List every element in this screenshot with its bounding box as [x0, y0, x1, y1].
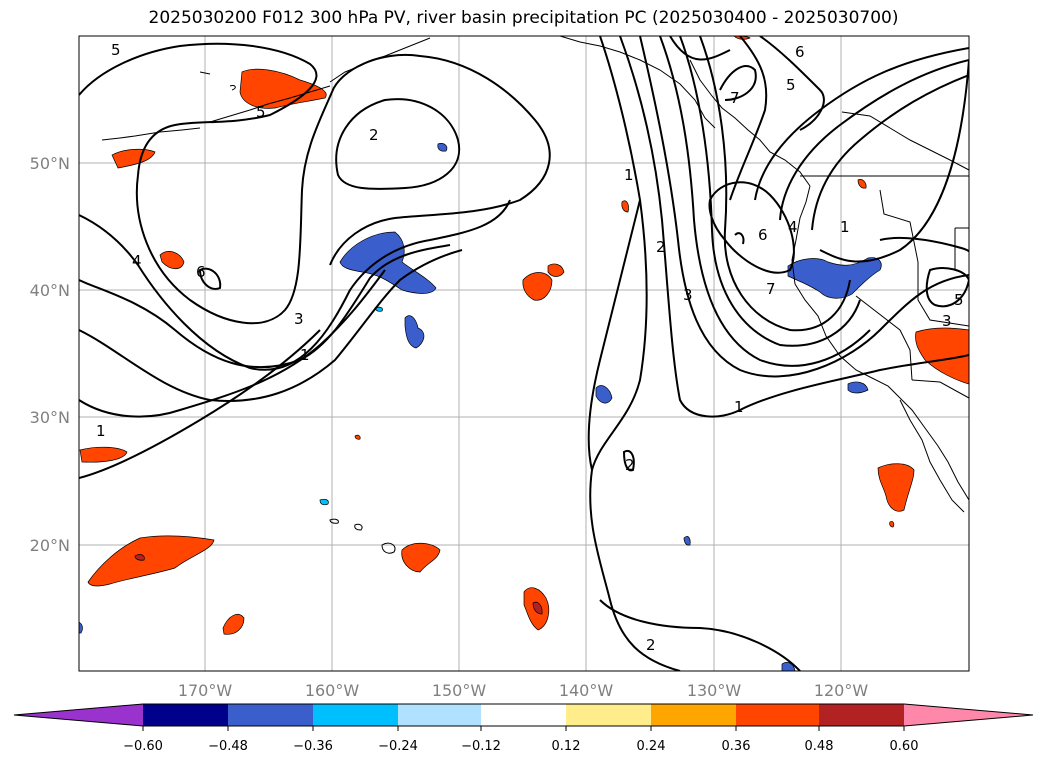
contour-label: 3	[294, 310, 304, 328]
lon-label: 120°W	[814, 681, 869, 700]
contour-label: 4	[788, 218, 798, 236]
map-frame	[78, 35, 970, 672]
coastlines	[101, 36, 969, 554]
colorbar-tick-label: −0.60	[123, 739, 163, 754]
contour-label: 5	[111, 41, 121, 59]
colorbar: −0.60 −0.48 −0.36 −0.24 −0.12 0.12 0.24 …	[13, 703, 1034, 754]
contour-label: 6	[758, 226, 768, 244]
colorbar-tick-label: 0.60	[890, 739, 919, 754]
contour-label: 6	[196, 263, 206, 281]
contour-label: 3	[942, 312, 952, 330]
lon-label: 130°W	[687, 681, 742, 700]
contour-label: 7	[766, 280, 776, 298]
lon-label: 170°W	[178, 681, 233, 700]
contour-label: 2	[646, 636, 656, 654]
contour-label: 1	[96, 422, 106, 440]
longitude-labels: 170°W 160°W 150°W 140°W 130°W 120°W	[178, 681, 869, 700]
contour-label: 2	[369, 126, 379, 144]
lat-label: 30°N	[30, 408, 70, 427]
colorbar-segment	[313, 704, 398, 726]
contour-label: 5	[256, 103, 266, 121]
colorbar-tick-label: 0.24	[637, 739, 666, 754]
colorbar-segment	[651, 704, 736, 726]
precip-positive-regions	[79, 36, 969, 635]
colorbar-tick-label: −0.12	[461, 739, 501, 754]
colorbar-tick-label: −0.24	[378, 739, 418, 754]
contour-label: 1	[300, 346, 310, 364]
colorbar-ticks	[142, 726, 905, 731]
contour-label: 2	[625, 456, 635, 474]
colorbar-segment	[143, 704, 228, 726]
colorbar-tick-label: −0.48	[208, 739, 248, 754]
lon-label: 150°W	[432, 681, 487, 700]
colorbar-tick-label: 0.12	[552, 739, 581, 754]
lat-label: 50°N	[30, 154, 70, 173]
lon-label: 140°W	[559, 681, 614, 700]
colorbar-segment	[14, 704, 143, 726]
colorbar-tick-label: 0.36	[722, 739, 751, 754]
colorbar-tick-label: −0.36	[293, 739, 333, 754]
contour-label: 2	[656, 238, 666, 256]
colorbar-segment	[736, 704, 819, 726]
contour-label: 1	[734, 398, 744, 416]
contour-label: 5	[954, 291, 964, 309]
colorbar-segment	[398, 704, 481, 726]
contour-label: 5	[786, 76, 796, 94]
colorbar-segment	[481, 704, 566, 726]
map-area	[79, 36, 969, 671]
contour-label: 4	[132, 252, 142, 270]
pv-contour-labels: 5 5 6 4 2 3 1 1 1 2 3 7 6 5 6 4 7 1 1 2 …	[96, 41, 964, 654]
lon-label: 160°W	[305, 681, 360, 700]
lat-label: 20°N	[30, 536, 70, 555]
contour-label: 7	[730, 89, 740, 107]
map-title: 2025030200 F012 300 hPa PV, river basin …	[148, 8, 899, 28]
contour-label: 3	[683, 286, 693, 304]
lat-label: 40°N	[30, 281, 70, 300]
colorbar-tick-label: 0.48	[805, 739, 834, 754]
contour-label: 1	[624, 166, 634, 184]
contour-label: 6	[795, 43, 805, 61]
contour-label: 1	[840, 218, 850, 236]
colorbar-segment	[228, 704, 313, 726]
colorbar-segment	[904, 704, 1033, 726]
colorbar-segment	[566, 704, 651, 726]
pv-contours	[79, 36, 969, 671]
latitude-labels: 50°N 40°N 30°N 20°N	[30, 154, 70, 555]
colorbar-segment	[819, 704, 904, 726]
